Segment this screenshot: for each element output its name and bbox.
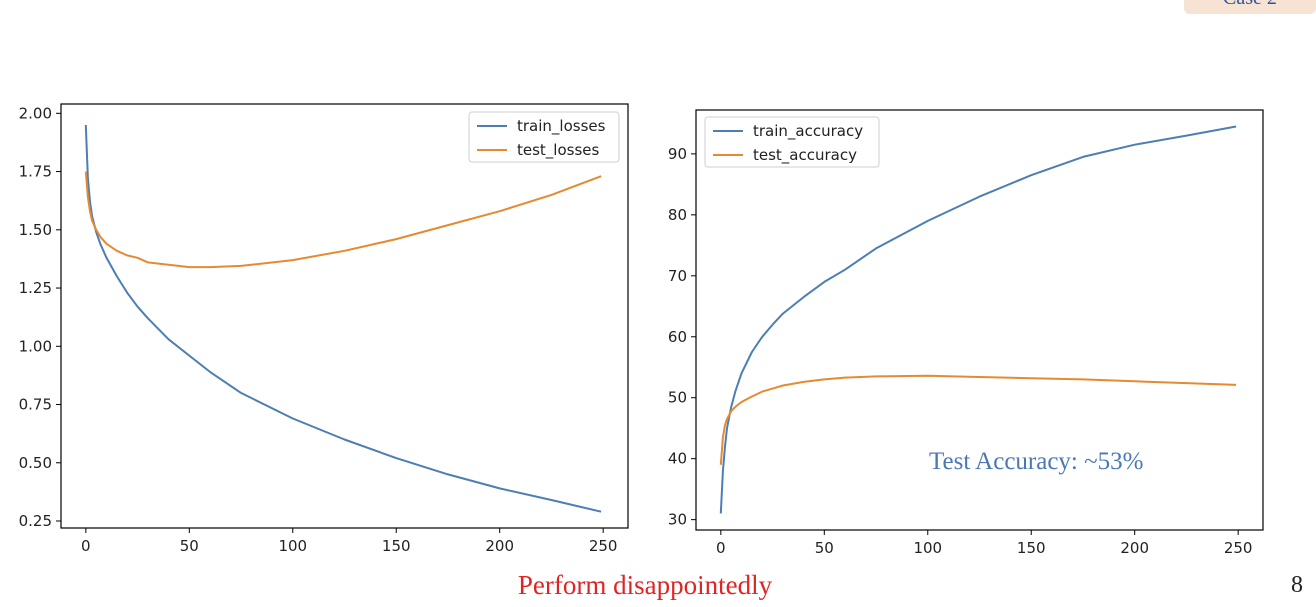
y-tick-label: 1.25 — [19, 279, 52, 297]
x-tick-label: 250 — [1224, 539, 1253, 557]
x-tick-label: 200 — [485, 537, 514, 555]
x-tick-label: 150 — [1017, 539, 1046, 557]
x-tick-label: 50 — [815, 539, 834, 557]
y-tick-label: 1.00 — [19, 337, 52, 355]
y-tick-label: 70 — [668, 267, 687, 285]
legend-box — [704, 116, 880, 168]
accuracy-chart: 0 50 100 150 200 250 30 40 50 60 70 80 90 train_accur… — [668, 109, 1264, 557]
series-line-test_accuracy — [719, 374, 1237, 465]
axes-frame — [695, 109, 1264, 531]
page-number: 8 — [1291, 572, 1303, 598]
loss-chart: 0 50 100 150 200 250 0.25 0.50 0.75 1.00 1.25 1.50 1… — [19, 103, 629, 555]
y-tick-label: 1.75 — [19, 163, 52, 181]
y-tick-label: 80 — [668, 206, 687, 224]
y-tick-label: 30 — [668, 511, 687, 529]
legend: train_accuracy test_accuracy — [704, 116, 880, 168]
legend-label: train_accuracy — [753, 122, 863, 141]
legend-label: train_losses — [517, 117, 606, 136]
x-tick-label: 0 — [716, 539, 726, 557]
y-tick-label: 60 — [668, 328, 687, 346]
series-line-train_accuracy — [719, 125, 1237, 514]
x-tick-label: 250 — [589, 537, 618, 555]
legend-label: test_accuracy — [753, 146, 857, 165]
y-tick-label: 50 — [668, 389, 687, 407]
test-accuracy-annotation: Test Accuracy: ~53% — [929, 448, 1143, 475]
y-tick-label: 90 — [668, 145, 687, 163]
x-tick-label: 150 — [382, 537, 411, 555]
x-tick-label: 0 — [81, 537, 91, 555]
x-tick-label: 100 — [913, 539, 942, 557]
y-tick-label: 0.50 — [19, 454, 52, 472]
slide-caption: Perform disappointedly — [517, 570, 773, 600]
case-tag: Case 2 — [1184, 0, 1316, 14]
y-tick-label: 0.25 — [19, 512, 52, 530]
y-tick-label: 40 — [668, 450, 687, 468]
series-line-train_losses — [84, 124, 602, 513]
legend-label: test_losses — [517, 141, 600, 160]
axes-frame — [60, 103, 629, 529]
x-tick-label: 200 — [1120, 539, 1149, 557]
y-tick-label: 2.00 — [19, 104, 52, 122]
x-tick-label: 50 — [180, 537, 199, 555]
series-line-test_losses — [84, 171, 602, 269]
x-tick-label: 100 — [278, 537, 307, 555]
y-tick-label: 1.50 — [19, 221, 52, 239]
legend: train_losses test_losses — [468, 111, 620, 163]
y-tick-label: 0.75 — [19, 396, 52, 414]
